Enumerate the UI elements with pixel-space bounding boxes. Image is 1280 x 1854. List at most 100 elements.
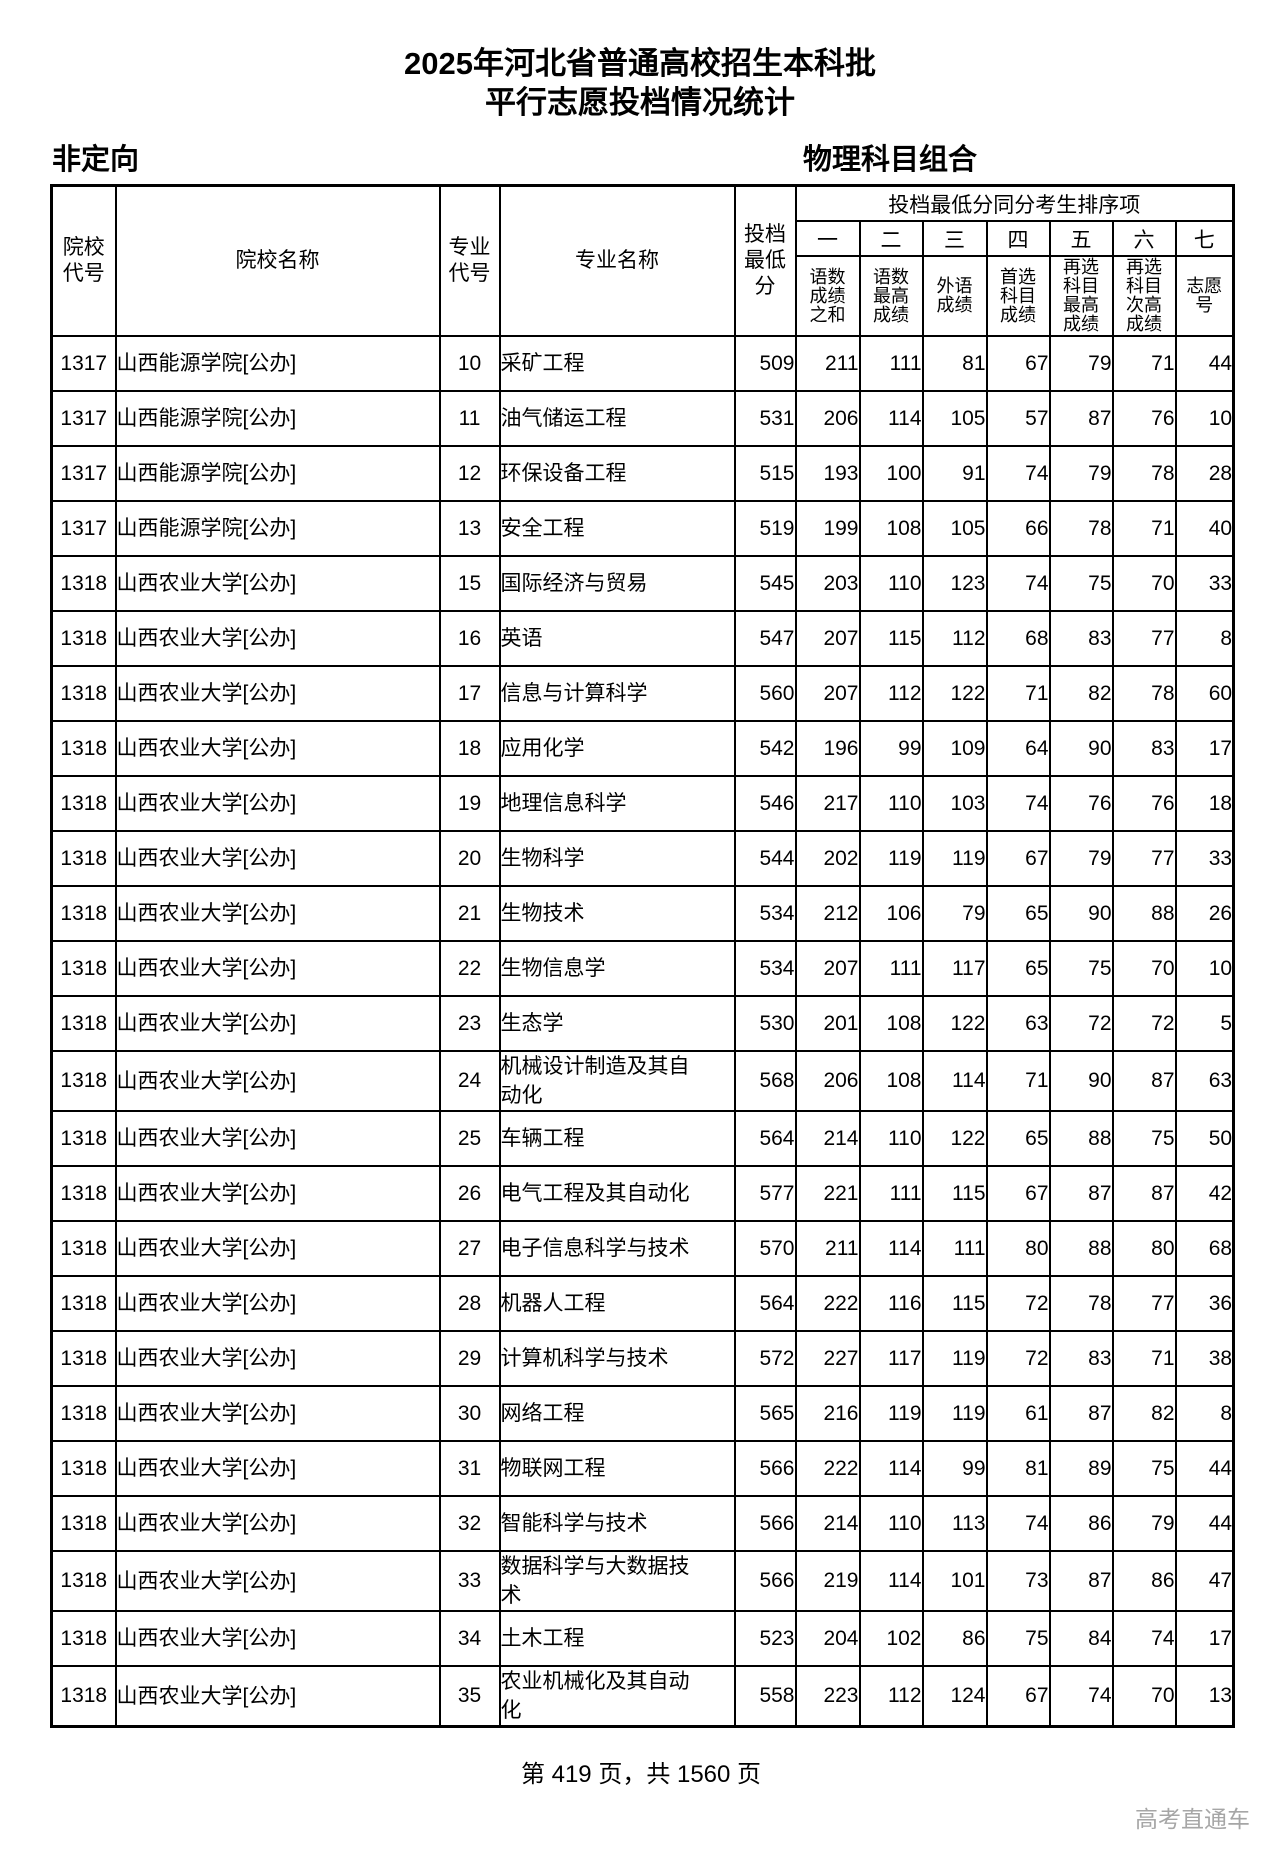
cell-major-code: 20 [438,830,501,887]
cell-major-name: 生物信息学 [498,940,736,997]
header-sorter-label-6: 再选 科目 次高 成绩 [1111,255,1177,337]
cell-sorter-5: 87 [1048,1385,1114,1442]
cell-sorter-7: 28 [1174,445,1235,502]
cell-sorter-6: 71 [1111,335,1177,392]
header-college-code: 院校 代号 [50,184,117,337]
cell-major-code: 27 [438,1220,501,1277]
cell-sorter-2: 108 [858,995,924,1052]
cell-major-name: 土木工程 [498,1610,736,1667]
table-row: 1318 山西农业大学[公办] 15 国际经济与贸易 545 203 110 123 74 75 7… [50,555,1235,612]
cell-sorter-4: 75 [985,1610,1051,1667]
header-min-score: 投档 最低 分 [733,184,797,337]
header-college-name: 院校名称 [114,184,441,337]
cell-major-code: 35 [438,1665,501,1728]
cell-sorter-7: 42 [1174,1165,1235,1222]
cell-sorter-5: 72 [1048,995,1114,1052]
cell-sorter-2: 110 [858,1495,924,1552]
cell-major-code: 31 [438,1440,501,1497]
cell-sorter-6: 77 [1111,830,1177,887]
cell-sorter-7: 36 [1174,1275,1235,1332]
table-row: 1318 山西农业大学[公办] 29 计算机科学与技术 572 227 117 119 72 83… [50,1330,1235,1387]
cell-min-score: 530 [733,995,797,1052]
cell-college-name: 山西农业大学[公办] [114,1165,441,1222]
cell-sorter-4: 65 [985,885,1051,942]
cell-major-code: 17 [438,665,501,722]
cell-major-name: 数据科学与大数据技 术 [498,1550,736,1612]
header-sorter-no-3: 三 [921,220,988,257]
table-row: 1318 山西农业大学[公办] 22 生物信息学 534 207 111 117 65 75 70 1… [50,940,1235,997]
cell-min-score: 531 [733,390,797,447]
cell-major-code: 28 [438,1275,501,1332]
cell-major-code: 25 [438,1110,501,1167]
cell-college-name: 山西农业大学[公办] [114,995,441,1052]
cell-sorter-7: 44 [1174,1440,1235,1497]
cell-sorter-6: 80 [1111,1220,1177,1277]
cell-college-code: 1318 [50,1050,117,1112]
cell-sorter-2: 108 [858,1050,924,1112]
header-sorter-label-7: 志愿 号 [1174,255,1235,337]
cell-sorter-4: 71 [985,665,1051,722]
cell-college-code: 1318 [50,1610,117,1667]
cell-sorter-3: 112 [921,610,988,667]
cell-college-code: 1318 [50,1495,117,1552]
cell-sorter-2: 108 [858,500,924,557]
cell-sorter-1: 214 [794,1495,861,1552]
cell-sorter-5: 87 [1048,1165,1114,1222]
cell-college-code: 1318 [50,1220,117,1277]
cell-college-code: 1318 [50,610,117,667]
cell-min-score: 570 [733,1220,797,1277]
subject-group-label: 物理科目组合 [803,144,978,176]
cell-sorter-1: 211 [794,335,861,392]
cell-major-name: 电气工程及其自动化 [498,1165,736,1222]
cell-sorter-7: 33 [1174,830,1235,887]
cell-sorter-5: 74 [1048,1665,1114,1728]
cell-sorter-5: 87 [1048,1550,1114,1612]
cell-sorter-7: 10 [1174,940,1235,997]
cell-sorter-6: 70 [1111,1665,1177,1728]
cell-major-code: 32 [438,1495,501,1552]
cell-sorter-7: 13 [1174,1665,1235,1728]
cell-major-name: 农业机械化及其自动 化 [498,1665,736,1728]
cell-sorter-7: 44 [1174,1495,1235,1552]
page-title-line2: 平行志愿投档情况统计 [485,85,795,120]
cell-min-score: 565 [733,1385,797,1442]
cell-college-name: 山西农业大学[公办] [114,1665,441,1728]
cell-college-name: 山西农业大学[公办] [114,940,441,997]
cell-sorter-3: 105 [921,500,988,557]
cell-sorter-4: 74 [985,1495,1051,1552]
cell-sorter-4: 68 [985,610,1051,667]
cell-sorter-6: 82 [1111,1385,1177,1442]
cell-major-name: 油气储运工程 [498,390,736,447]
cell-major-code: 19 [438,775,501,832]
cell-min-score: 566 [733,1550,797,1612]
cell-sorter-7: 63 [1174,1050,1235,1112]
cell-sorter-1: 222 [794,1275,861,1332]
cell-college-name: 山西能源学院[公办] [114,335,441,392]
cell-sorter-4: 80 [985,1220,1051,1277]
cell-college-name: 山西农业大学[公办] [114,885,441,942]
cell-sorter-3: 81 [921,335,988,392]
cell-college-name: 山西农业大学[公办] [114,830,441,887]
cell-major-code: 30 [438,1385,501,1442]
cell-major-name: 国际经济与贸易 [498,555,736,612]
cell-sorter-2: 106 [858,885,924,942]
cell-sorter-2: 99 [858,720,924,777]
cell-min-score: 547 [733,610,797,667]
cell-sorter-1: 206 [794,390,861,447]
page-title-line1: 2025年河北省普通高校招生本科批 [404,46,876,81]
cell-sorter-1: 221 [794,1165,861,1222]
cell-sorter-1: 222 [794,1440,861,1497]
cell-major-code: 11 [438,390,501,447]
cell-sorter-6: 75 [1111,1440,1177,1497]
cell-college-name: 山西农业大学[公办] [114,1110,441,1167]
table-row: 1317 山西能源学院[公办] 13 安全工程 519 199 108 105 66 78 71 40 [50,500,1235,557]
header-major-code: 专业 代号 [438,184,501,337]
table-row: 1318 山西农业大学[公办] 33 数据科学与大数据技 术 566 219 114 101 7… [50,1550,1235,1612]
table-row: 1317 山西能源学院[公办] 10 采矿工程 509 211 111 81 67 79 71 44 [50,335,1235,392]
cell-sorter-5: 83 [1048,1330,1114,1387]
cell-min-score: 515 [733,445,797,502]
cell-sorter-6: 71 [1111,500,1177,557]
cell-sorter-3: 86 [921,1610,988,1667]
cell-college-name: 山西能源学院[公办] [114,500,441,557]
cell-sorter-1: 203 [794,555,861,612]
